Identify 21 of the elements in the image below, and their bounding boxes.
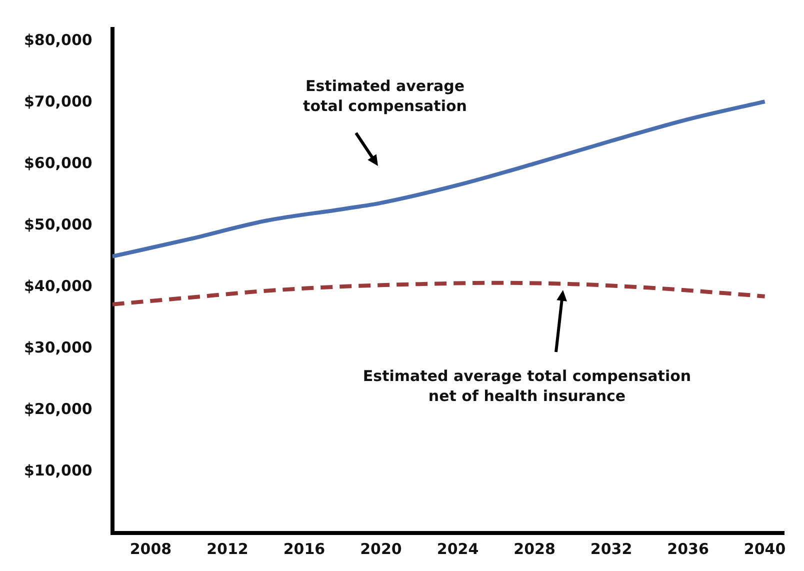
annotation: Estimated average total compensation — [303, 76, 467, 116]
y-tick-label: $80,000 — [24, 31, 92, 50]
y-tick-label: $60,000 — [24, 154, 92, 172]
y-tick-label: $50,000 — [24, 216, 92, 234]
x-tick-label: 2016 — [283, 540, 326, 558]
line-series — [112, 100, 767, 258]
y-tick-label: $70,000 — [24, 92, 92, 111]
x-tick-label: 2024 — [436, 540, 479, 558]
y-tick-label: $40,000 — [24, 277, 92, 296]
y-tick-label: $30,000 — [24, 338, 92, 356]
x-tick-label: 2012 — [206, 540, 248, 558]
line-series — [112, 280, 767, 306]
y-tick-label: $20,000 — [24, 400, 92, 418]
y-tick-label: $10,000 — [24, 461, 92, 480]
x-tick-label: 2032 — [590, 540, 632, 558]
x-tick-label: 2020 — [360, 540, 402, 558]
x-tick-label: 2036 — [667, 540, 709, 558]
x-tick-label: 2040 — [744, 540, 786, 558]
annotation: Estimated average total compensation net of health insurance — [362, 366, 692, 406]
x-tick-label: 2008 — [130, 540, 172, 558]
x-tick-label: 2028 — [514, 540, 556, 558]
